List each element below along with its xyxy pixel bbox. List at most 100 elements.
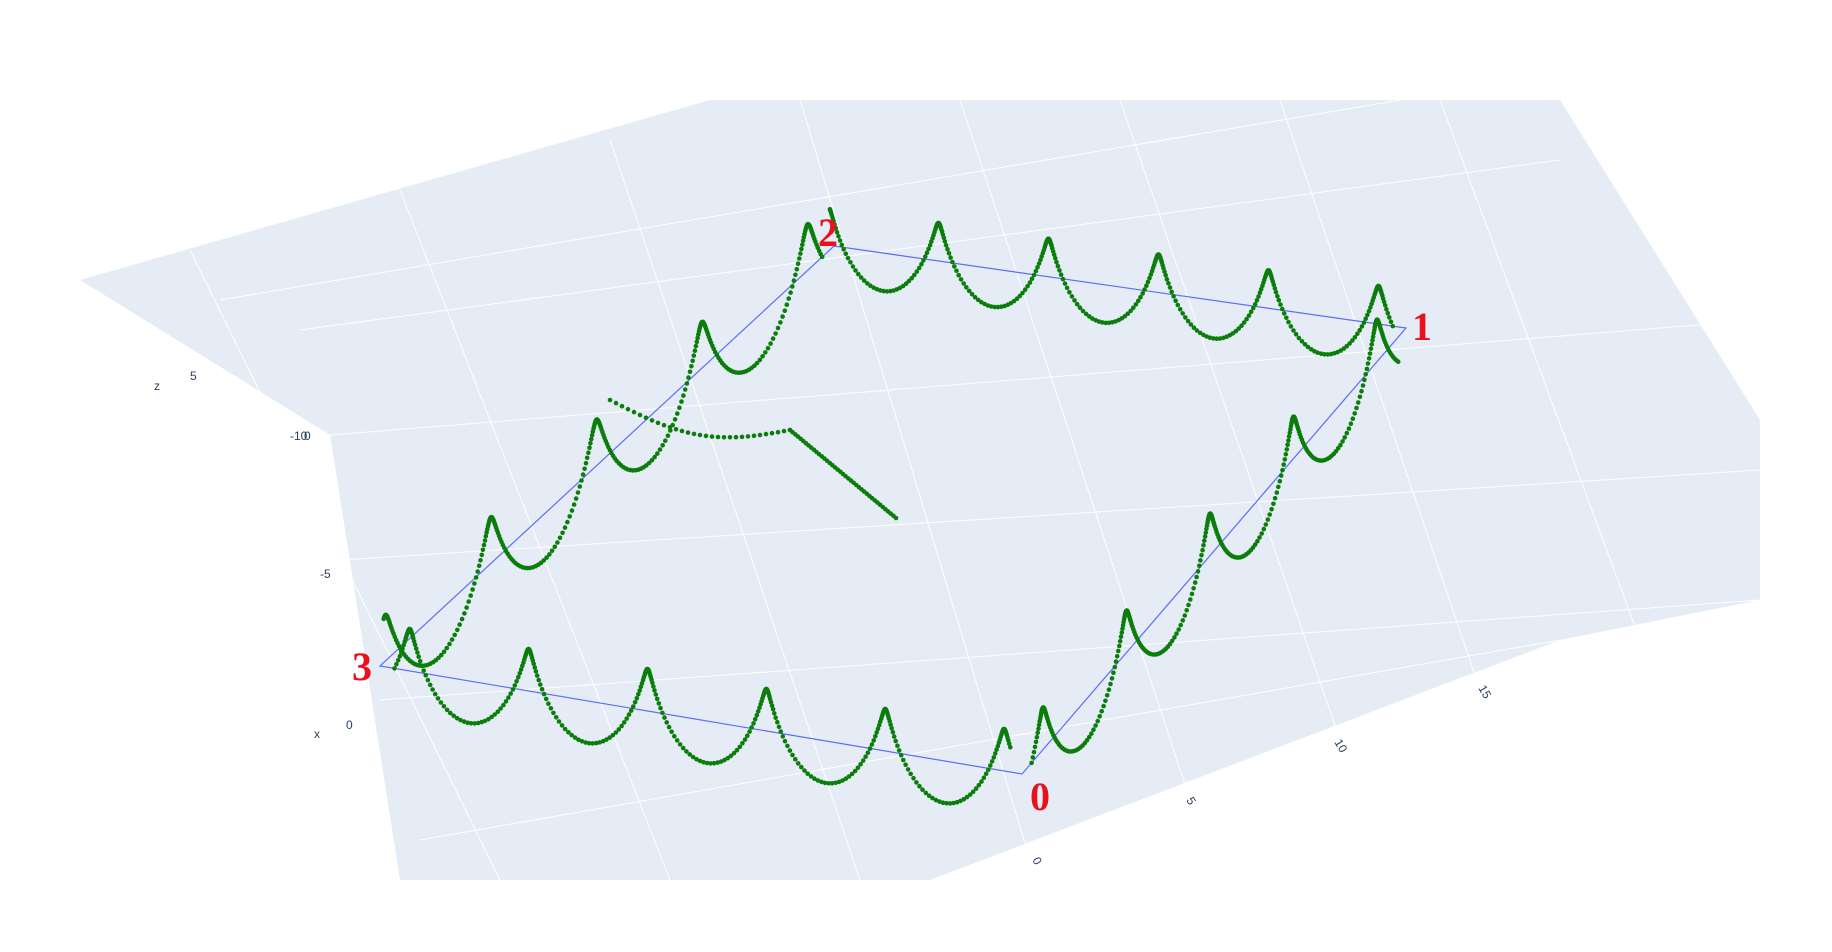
trace-point-654[interactable]: [492, 712, 498, 717]
trace-point-582[interactable]: [858, 275, 864, 280]
trace-point-1092[interactable]: [567, 514, 572, 519]
trace-point-441[interactable]: [1148, 272, 1154, 277]
trace-point-862[interactable]: [888, 722, 893, 727]
trace-point-505[interactable]: [1027, 280, 1033, 285]
trace-point-898[interactable]: [986, 767, 991, 772]
trace-point-755[interactable]: [672, 733, 677, 739]
trace-point-1163[interactable]: [447, 641, 452, 647]
trace-point-257[interactable]: [1357, 394, 1363, 400]
trace-point-131[interactable]: [1197, 563, 1202, 569]
trace-point-186[interactable]: [1263, 522, 1269, 527]
trace-point-193[interactable]: [1276, 484, 1281, 490]
trace-point-648[interactable]: [472, 721, 478, 726]
trace-point-357[interactable]: [1284, 315, 1289, 321]
trace-point-192[interactable]: [1274, 490, 1280, 495]
trace-point-660[interactable]: [508, 691, 513, 696]
trace-point-1244[interactable]: [893, 515, 899, 521]
trace-point-414[interactable]: [1175, 302, 1181, 308]
trace-point-401[interactable]: [1214, 336, 1219, 342]
trace-point-1248[interactable]: [625, 406, 631, 412]
trace-point-535[interactable]: [945, 246, 950, 252]
trace-point-1088[interactable]: [575, 490, 581, 495]
trace-point-325[interactable]: [1369, 301, 1374, 307]
trace-point-258[interactable]: [1359, 388, 1364, 394]
trace-point-1150[interactable]: [475, 569, 481, 574]
trace-point-342[interactable]: [1328, 351, 1334, 357]
trace-point-653[interactable]: [489, 714, 494, 720]
trace-point-1158[interactable]: [459, 616, 465, 622]
trace-point-750[interactable]: [660, 710, 665, 716]
trace-point-261[interactable]: [1363, 372, 1368, 377]
trace-point-1097[interactable]: [555, 540, 560, 545]
trace-point-718[interactable]: [624, 716, 629, 721]
trace-point-634[interactable]: [427, 682, 433, 688]
trace-point-334[interactable]: [1352, 335, 1358, 340]
trace-point-666[interactable]: [518, 667, 524, 672]
trace-point-566[interactable]: [909, 275, 914, 281]
trace-point-254[interactable]: [1352, 411, 1357, 416]
trace-point-392[interactable]: [1241, 320, 1247, 325]
trace-point-471[interactable]: [1067, 289, 1072, 295]
trace-point-1099[interactable]: [549, 548, 555, 554]
trace-point-1256[interactable]: [673, 427, 679, 432]
trace-point-723[interactable]: [634, 696, 640, 701]
trace-point-390[interactable]: [1246, 313, 1252, 318]
trace-point-1151[interactable]: [473, 575, 479, 580]
trace-point-400[interactable]: [1217, 336, 1223, 341]
trace-point-5[interactable]: [1034, 734, 1040, 740]
trace-point-895[interactable]: [979, 779, 984, 784]
trace-point-877[interactable]: [920, 787, 925, 792]
trace-point-529[interactable]: [956, 272, 961, 278]
trace-point-537[interactable]: [942, 239, 948, 244]
trace-point-896[interactable]: [981, 775, 987, 780]
trace-point-1089[interactable]: [573, 496, 579, 501]
trace-point-73[interactable]: [1120, 626, 1125, 631]
trace-point-247[interactable]: [1338, 442, 1343, 448]
trace-point-333[interactable]: [1355, 331, 1360, 337]
trace-point-128[interactable]: [1192, 580, 1198, 585]
trace-point-890[interactable]: [964, 794, 970, 800]
trace-point-65[interactable]: [1112, 664, 1118, 670]
trace-point-757[interactable]: [677, 742, 683, 747]
trace-point-560[interactable]: [923, 254, 928, 259]
trace-point-809[interactable]: [778, 729, 784, 734]
trace-point-693[interactable]: [546, 701, 551, 706]
trace-point-696[interactable]: [553, 715, 559, 720]
trace-point-952[interactable]: [795, 261, 801, 267]
trace-point-527[interactable]: [961, 281, 966, 286]
trace-point-652[interactable]: [486, 716, 491, 722]
trace-point-647[interactable]: [468, 721, 474, 726]
trace-point-2[interactable]: [1031, 749, 1037, 755]
trace-point-1155[interactable]: [466, 599, 472, 604]
trace-point-1033[interactable]: [657, 447, 663, 452]
trace-point-1162[interactable]: [449, 637, 455, 642]
trace-point-966[interactable]: [768, 341, 773, 346]
trace-point-1271[interactable]: [763, 431, 769, 437]
trace-point-1254[interactable]: [661, 422, 667, 428]
trace-point-384[interactable]: [1257, 290, 1263, 296]
trace-point-695[interactable]: [551, 710, 556, 716]
trace-point-266[interactable]: [1368, 346, 1374, 352]
trace-point-1095[interactable]: [560, 530, 565, 536]
trace-point-445[interactable]: [1142, 287, 1147, 292]
trace-point-922[interactable]: [1008, 745, 1013, 750]
trace-point-1087[interactable]: [577, 484, 583, 489]
trace-point-190[interactable]: [1271, 501, 1276, 507]
trace-point-191[interactable]: [1272, 495, 1278, 501]
trace-point-662[interactable]: [512, 683, 518, 688]
trace-point-58[interactable]: [1101, 703, 1106, 709]
trace-point-8[interactable]: [1036, 722, 1042, 728]
trace-point-664[interactable]: [516, 674, 521, 680]
trace-point-586[interactable]: [848, 260, 853, 265]
trace-point-746[interactable]: [653, 692, 659, 697]
trace-point-262[interactable]: [1364, 366, 1370, 372]
trace-point-386[interactable]: [1254, 298, 1260, 303]
trace-point-1077[interactable]: [589, 433, 595, 438]
trace-point-663[interactable]: [514, 679, 519, 684]
trace-point-472[interactable]: [1064, 285, 1070, 291]
trace-point-465[interactable]: [1083, 311, 1089, 317]
trace-point-772[interactable]: [728, 753, 734, 759]
trace-point-686[interactable]: [533, 669, 539, 674]
trace-point-116[interactable]: [1169, 638, 1175, 644]
trace-point-884[interactable]: [944, 800, 949, 806]
